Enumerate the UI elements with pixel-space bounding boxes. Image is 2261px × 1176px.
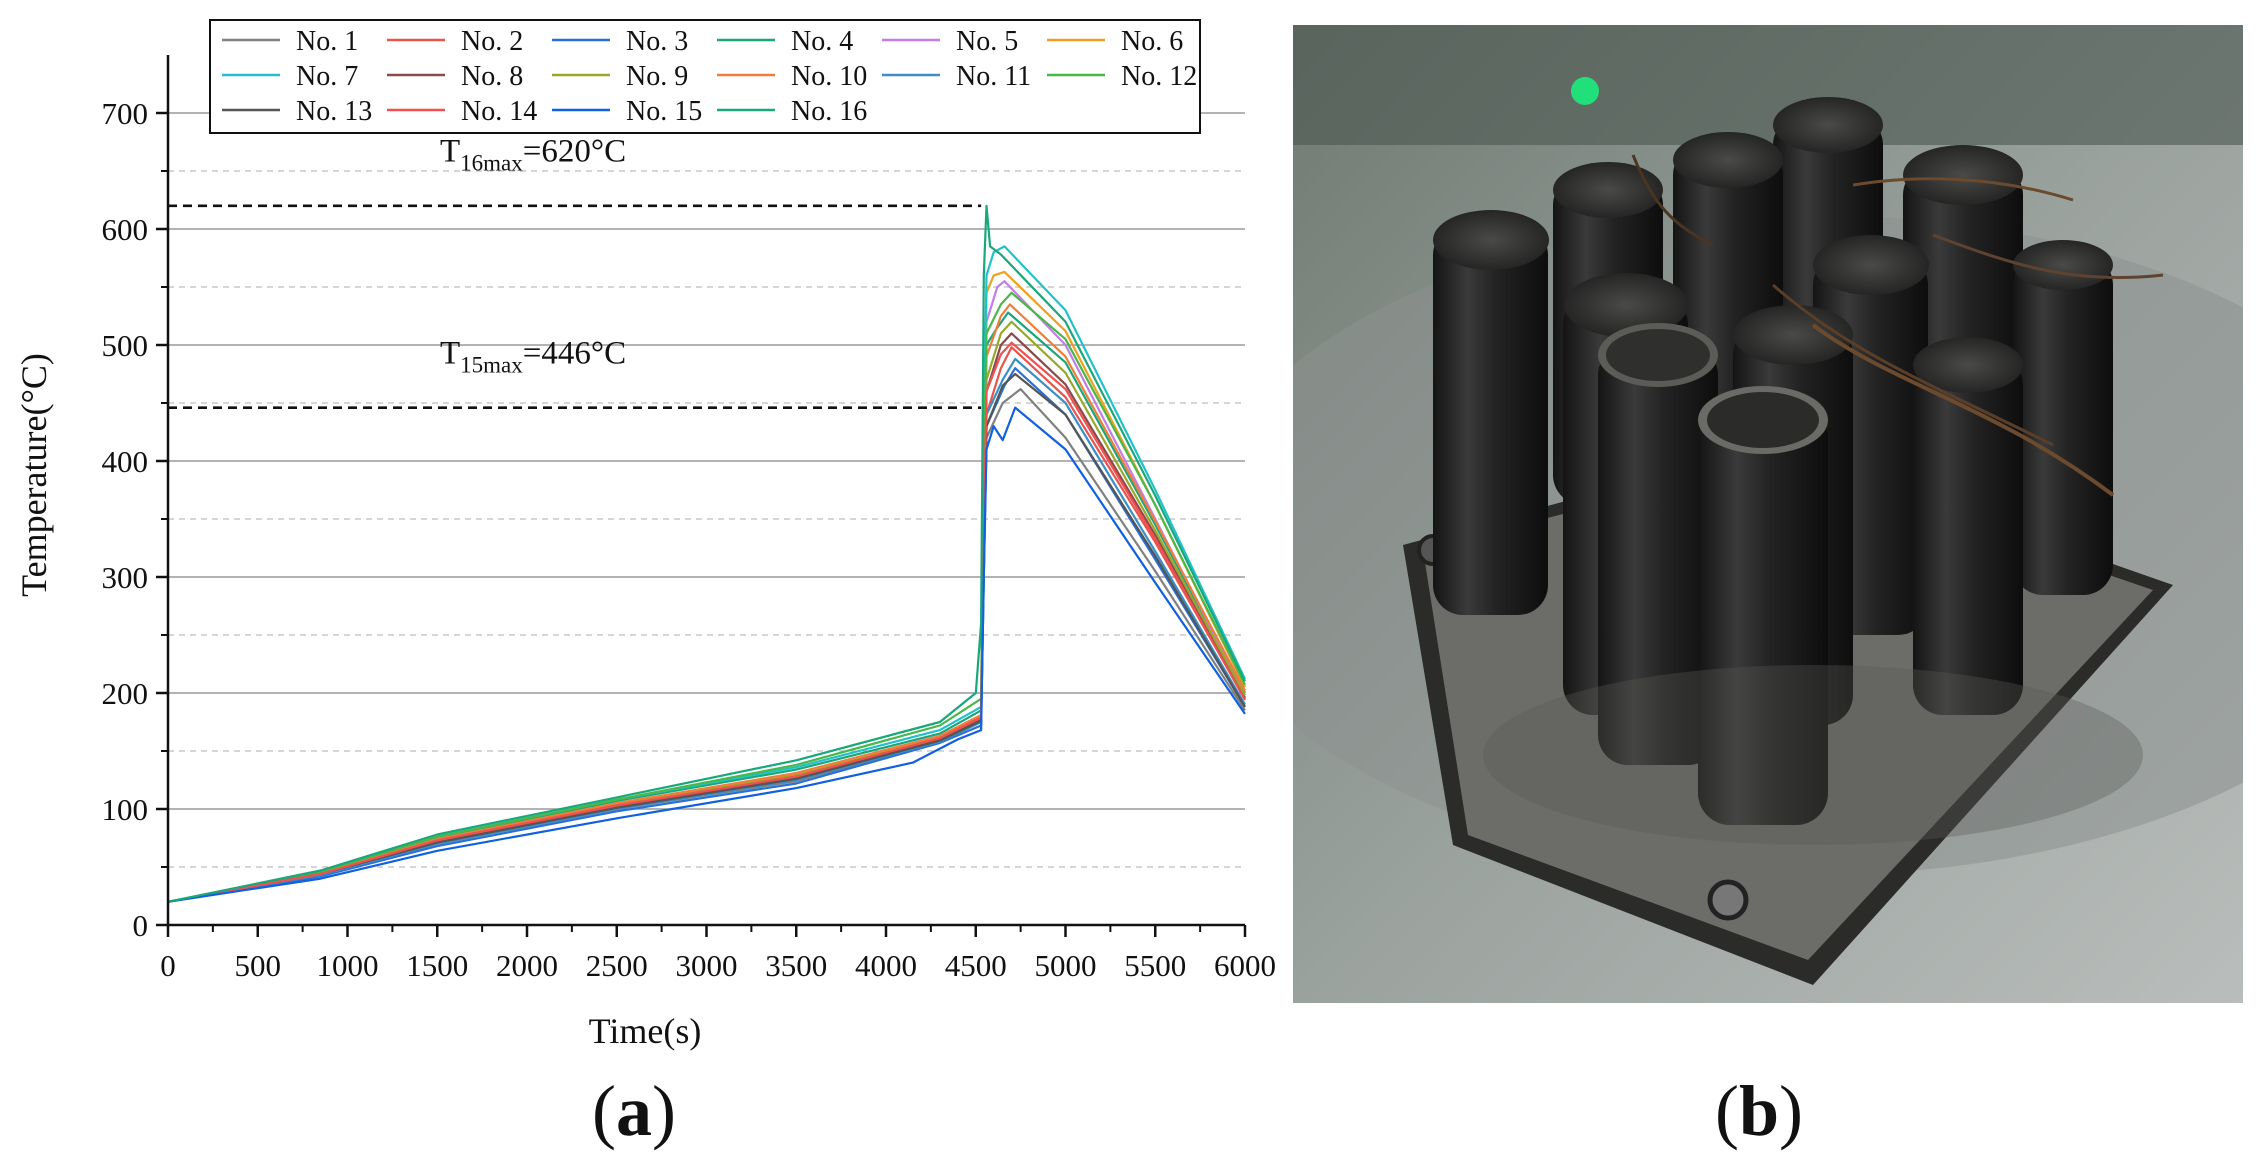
y-axis-label: Temperature(°C) [14, 353, 54, 597]
y-tick-label: 300 [102, 560, 149, 595]
legend-label: No. 2 [461, 26, 523, 57]
legend-label: No. 11 [956, 61, 1031, 92]
legend-label: No. 3 [626, 26, 688, 57]
x-tick-label: 2000 [496, 948, 558, 983]
series-line-no-6 [167, 270, 1246, 903]
y-tick-label: 0 [133, 908, 149, 943]
x-axis-label: Time(s) [589, 1011, 702, 1051]
x-tick-label: 5000 [1035, 948, 1097, 983]
x-tick-label: 1500 [406, 948, 468, 983]
burnt-battery-cells-image [1293, 25, 2243, 1003]
x-tick-label: 4500 [945, 948, 1007, 983]
annotation-label: T15max=446°C [440, 336, 626, 378]
series-line-no-9 [167, 320, 1246, 903]
y-tick-label: 600 [102, 212, 149, 247]
gridlines [168, 112, 1245, 868]
legend: No. 1 No. 2 No. 3 No. 4 No. 5 No. 6 No. 7 No. 8… [209, 19, 1201, 134]
temperature-chart: 0 100 200 300 400 500 600 700 0 500 1000 1500 2000 25… [14, 19, 1276, 1051]
legend-label: No. 1 [296, 26, 358, 57]
x-tick-label: 4000 [855, 948, 917, 983]
x-tick-label: 1000 [317, 948, 379, 983]
panel-label-a: (a) [592, 1071, 676, 1151]
series-line-no-12 [167, 291, 1246, 903]
series-line-no-2 [167, 346, 1246, 903]
y-tick-label: 400 [102, 444, 149, 479]
legend-label: No. 5 [956, 26, 1018, 57]
legend-label: No. 13 [296, 96, 372, 127]
series-line-no-16 [167, 204, 1246, 903]
y-tick-label: 200 [102, 676, 149, 711]
y-tick-label: 100 [102, 792, 149, 827]
annotation-label: T16max=620°C [440, 134, 626, 176]
y-tick-label: 700 [102, 96, 149, 131]
battery-pack-photo [1293, 25, 2243, 1003]
x-tick-label: 5500 [1124, 948, 1186, 983]
legend-label: No. 6 [1121, 26, 1183, 57]
x-tick-label: 2500 [586, 948, 648, 983]
legend-label: No. 8 [461, 61, 523, 92]
legend-label: No. 15 [626, 96, 702, 127]
legend-box [209, 19, 1201, 134]
x-tick-label: 0 [160, 948, 176, 983]
x-tick-label: 3500 [765, 948, 827, 983]
x-tick-label: 6000 [1214, 948, 1276, 983]
series-line-no-15 [167, 406, 1246, 903]
annotation-labels: T16max=620°C T15max=446°C [440, 134, 626, 378]
legend-label: No. 7 [296, 61, 358, 92]
series-lines [167, 204, 1246, 903]
axes: 0 100 200 300 400 500 600 700 0 500 1000 1500 2000 25… [102, 55, 1276, 983]
x-tick-label: 3000 [676, 948, 738, 983]
legend-label: No. 12 [1121, 61, 1197, 92]
series-line-no-1 [167, 388, 1246, 903]
x-tick-label: 500 [235, 948, 282, 983]
legend-label: No. 9 [626, 61, 688, 92]
series-line-no-11 [167, 357, 1246, 903]
legend-label: No. 10 [791, 61, 867, 92]
legend-label: No. 4 [791, 26, 853, 57]
series-line-no-4 [167, 311, 1246, 903]
legend-label: No. 14 [461, 96, 537, 127]
annotation-lines [168, 204, 982, 409]
legend-label: No. 16 [791, 96, 867, 127]
series-line-no-13 [167, 372, 1246, 903]
panel-label-b: (b) [1715, 1071, 1804, 1151]
y-tick-label: 500 [102, 328, 149, 363]
